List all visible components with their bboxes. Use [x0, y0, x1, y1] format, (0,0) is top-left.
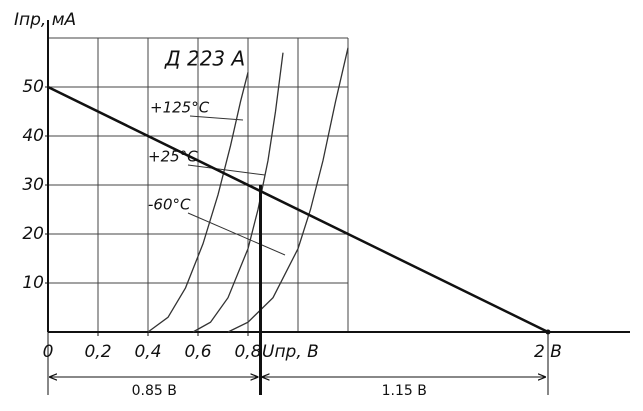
leader-line — [189, 115, 244, 121]
x-axis-label: Uпр, В — [262, 342, 319, 362]
diode-curve — [192, 52, 284, 333]
curve-label: +125°C — [150, 99, 210, 117]
y-tick-label: 40 — [22, 126, 44, 146]
curve-label: -60°C — [148, 196, 191, 214]
x-tick-label: 0,8 — [234, 342, 261, 362]
leader-line — [187, 164, 266, 176]
y-tick-label: 50 — [22, 77, 44, 97]
end-point — [545, 329, 551, 335]
dimension-label: 0.85 В — [132, 383, 177, 399]
x-tick-label: 0,4 — [134, 342, 161, 362]
dimension-label: 1.15 В — [382, 383, 427, 399]
x-tick-label: 0,2 — [84, 342, 111, 362]
chart-title: Д 223 А — [164, 47, 245, 71]
y-tick-label: 10 — [22, 273, 44, 293]
x-tick-label: 0,6 — [184, 342, 211, 362]
y-axis-label: Iпр, мА — [14, 10, 76, 30]
y-tick-label: 20 — [22, 224, 44, 244]
y-tick-label: 30 — [22, 175, 44, 195]
load-line — [47, 85, 549, 334]
diode-curve — [227, 47, 349, 333]
diode-curve — [147, 72, 249, 333]
curve-label: +25°C — [148, 148, 198, 166]
leader-line — [187, 212, 286, 256]
